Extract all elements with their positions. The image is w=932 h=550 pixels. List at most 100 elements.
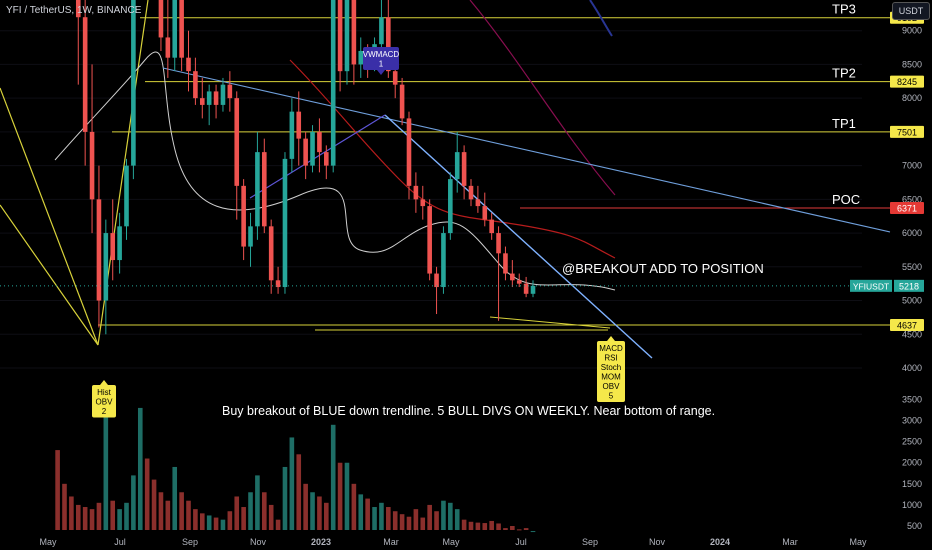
candle-body — [75, 0, 81, 18]
volume-bar — [248, 492, 253, 530]
volume-bar — [351, 483, 357, 530]
volume-tick-label: 2000 — [902, 458, 922, 468]
volume-tick-label: 3000 — [902, 416, 922, 426]
current-symbol-tag — [850, 279, 892, 292]
price-tick-label: 8500 — [902, 59, 922, 69]
volume-bar — [344, 462, 350, 530]
x-tick-label: Jul — [114, 537, 126, 547]
x-tick-label: Mar — [782, 537, 798, 547]
volume-tick-label: 500 — [907, 521, 922, 531]
x-tick-label: 2023 — [311, 537, 331, 547]
volume-bar — [434, 511, 439, 530]
candle-body — [386, 17, 391, 72]
volume-bar — [379, 502, 384, 530]
candle-body — [241, 185, 246, 247]
volume-tick-label: 1500 — [902, 479, 922, 489]
candle-body — [392, 71, 398, 85]
volume-bar — [144, 458, 150, 530]
x-tick-label: Jul — [515, 537, 527, 547]
volume-bar — [62, 483, 67, 530]
volume-bar — [69, 496, 74, 530]
candle-body — [289, 111, 295, 159]
volume-bar — [137, 407, 143, 530]
trendline-yellow — [0, 87, 99, 346]
candle-body — [420, 199, 426, 207]
volume-bar — [227, 511, 233, 530]
volume-bar — [337, 462, 343, 530]
candle-body — [344, 0, 350, 72]
price-tick-label: 9000 — [902, 26, 922, 36]
volume-bar — [241, 507, 246, 530]
level-label: TP3 — [832, 2, 856, 17]
volume-bar — [310, 492, 315, 530]
candle-body — [303, 138, 308, 166]
candle-body — [248, 226, 253, 247]
candle-body — [337, 0, 343, 72]
moving-average-line — [54, 51, 616, 291]
volume-bar — [516, 529, 522, 531]
volume-bar — [427, 504, 432, 530]
summary-note: Buy breakout of BLUE down trendline. 5 B… — [222, 404, 715, 418]
x-tick-label: Mar — [383, 537, 399, 547]
candle-body — [427, 206, 432, 274]
volume-bar — [186, 500, 191, 530]
candle-body — [482, 206, 488, 220]
volume-bar — [510, 526, 515, 530]
volume-bar — [193, 509, 198, 530]
volume-bar — [268, 504, 274, 530]
bull-divs-callout-text: MACD — [599, 344, 623, 353]
moving-average-line — [469, 0, 616, 196]
price-tick-label: 6000 — [902, 228, 922, 238]
x-tick-label: May — [39, 537, 57, 547]
level-label: TP2 — [832, 66, 856, 81]
price-tag-value: 6371 — [897, 204, 917, 214]
volume-bar — [330, 424, 336, 530]
candle-body — [530, 285, 536, 294]
candle-body — [110, 233, 116, 261]
trendline-blue-down — [384, 114, 653, 359]
volume-bar — [406, 516, 412, 530]
bull-divs-callout-box — [597, 341, 625, 402]
price-tick-label: 8000 — [902, 93, 922, 103]
candle-body — [262, 152, 267, 227]
volume-bar — [282, 466, 288, 530]
candle-body — [186, 57, 191, 72]
candle-body — [296, 111, 302, 139]
level-label: POC — [832, 192, 860, 207]
hist-obv-callout-text: 2 — [102, 407, 107, 416]
price-tick-label: 4500 — [902, 329, 922, 339]
volume-bar — [213, 517, 219, 530]
hist-obv-callout-pointer — [100, 380, 108, 385]
x-tick-label: Nov — [250, 537, 267, 547]
volume-bar — [206, 515, 212, 530]
candle-body — [275, 280, 281, 288]
current-price-tag — [894, 279, 924, 292]
bull-divs-callout-text: 5 — [609, 392, 614, 401]
currency-button[interactable]: USDT — [892, 2, 930, 20]
volume-bar — [441, 500, 446, 530]
candle-body — [89, 131, 95, 200]
volume-bar — [454, 509, 460, 530]
bull-divs-callout-text: MOM — [601, 373, 621, 382]
candle-body — [282, 158, 288, 288]
hist-obv-callout-text: OBV — [96, 398, 114, 407]
volume-bar — [413, 509, 419, 530]
volume-bar — [289, 437, 295, 530]
trendline-long-blue — [162, 67, 891, 233]
volume-bar — [468, 521, 474, 530]
volume-bar — [399, 514, 405, 530]
volume-bar — [82, 507, 88, 530]
volume-bar — [131, 475, 136, 530]
volume-tick-label: 2500 — [902, 437, 922, 447]
candle-body — [158, 0, 164, 38]
candle-body — [475, 199, 481, 207]
volume-bar — [151, 479, 157, 530]
volume-bar — [172, 466, 178, 530]
candle-body — [193, 71, 198, 99]
volume-bar — [199, 513, 205, 530]
candle-body — [234, 98, 240, 186]
volume-bar — [496, 523, 501, 530]
volume-bar — [392, 511, 398, 530]
candle-body — [434, 273, 439, 288]
